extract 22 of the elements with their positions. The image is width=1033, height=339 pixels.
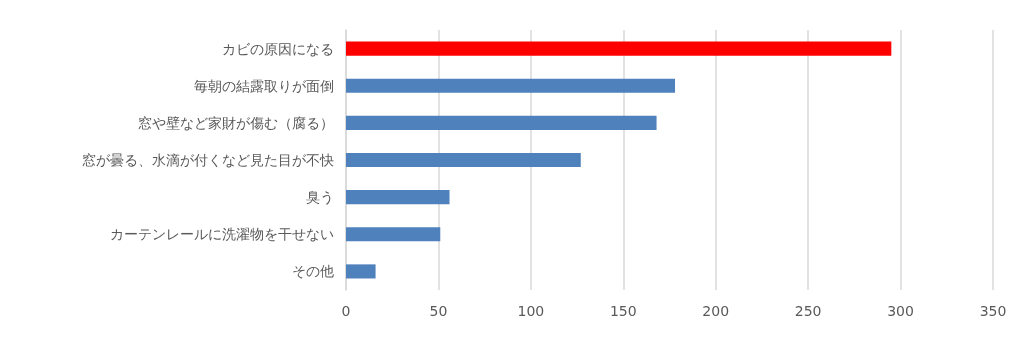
bar — [346, 227, 441, 242]
y-tick-label: 窓や壁など家財が傷む（腐る） — [138, 114, 334, 131]
bar — [346, 41, 892, 56]
x-tick-label: 350 — [979, 303, 1007, 319]
y-tick-label: 窓が曇る、水滴が付くなど見た目が不快 — [82, 152, 334, 168]
y-tick-label: 毎朝の結露取りが面倒 — [194, 77, 334, 94]
x-tick-label: 200 — [702, 303, 730, 319]
bar — [346, 152, 581, 168]
x-tick-label: 300 — [887, 303, 914, 319]
x-tick-label: 50 — [429, 303, 448, 319]
x-tick-label: 100 — [517, 303, 545, 319]
bar — [346, 115, 657, 130]
bar — [346, 264, 376, 279]
x-tick-label: 0 — [341, 303, 351, 319]
bar — [346, 190, 450, 205]
y-tick-label: カビの原因になる — [222, 40, 334, 57]
y-tick-label: その他 — [292, 263, 334, 280]
y-tick-label: カーテンレールに洗濯物を干せない — [110, 226, 334, 243]
y-tick-label: 臭う — [306, 189, 334, 206]
bar — [346, 78, 676, 93]
x-tick-label: 150 — [609, 303, 637, 319]
x-tick-label: 250 — [794, 303, 822, 319]
